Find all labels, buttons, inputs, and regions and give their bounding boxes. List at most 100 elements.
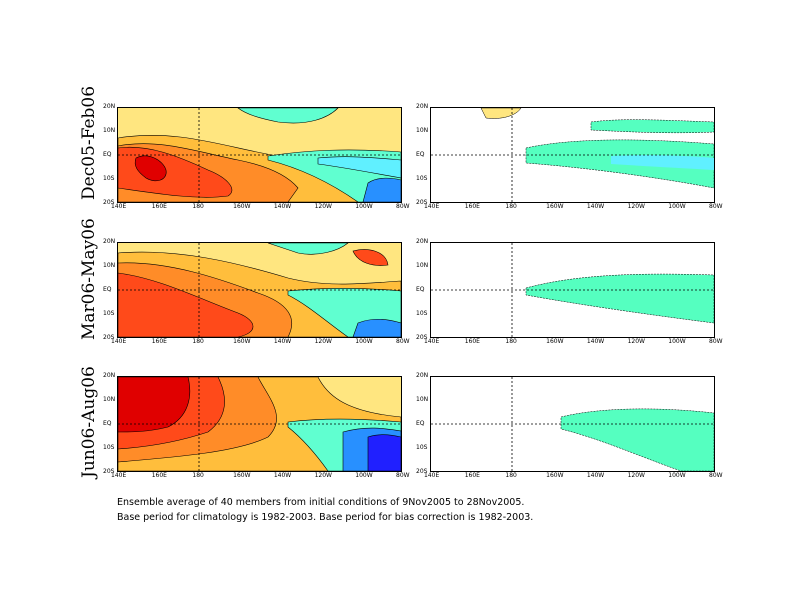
x-tick-label: 160E (464, 203, 480, 210)
significance-map-mar-may (430, 242, 715, 338)
y-tick-label: 20S (103, 468, 115, 475)
anomaly-map-mar-may-svg (118, 243, 401, 337)
y-tick-label: 10S (103, 310, 115, 317)
y-tick-label: EQ (103, 151, 112, 158)
x-tick-label: 80W (396, 338, 410, 345)
x-tick-label: 160E (151, 203, 167, 210)
x-tick-label: 80W (396, 203, 410, 210)
signif-region-1 (560, 408, 714, 471)
y-tick-label: EQ (416, 420, 425, 427)
x-tick-label: 100W (668, 472, 686, 479)
y-tick-label: 10N (416, 396, 429, 403)
caption-line-1: Ensemble average of 40 members from init… (117, 497, 525, 508)
x-tick-label: 120W (314, 472, 332, 479)
x-tick-label: 80W (709, 338, 723, 345)
x-tick-label: 140E (424, 203, 440, 210)
x-tick-label: 80W (396, 472, 410, 479)
x-tick-label: 160W (233, 338, 251, 345)
row-label-1: Dec05-Feb06 (79, 85, 99, 200)
x-tick-label: 160E (151, 472, 167, 479)
x-tick-label: 160W (546, 338, 564, 345)
y-tick-label: 20S (103, 199, 115, 206)
x-tick-label: 100W (668, 203, 686, 210)
y-tick-label: 20N (416, 372, 429, 379)
x-tick-label: 160W (233, 472, 251, 479)
caption-line-2: Base period for climatology is 1982-2003… (117, 512, 534, 523)
row-label-3: Jun06-Aug06 (79, 366, 99, 478)
y-tick-label: 10S (103, 175, 115, 182)
y-tick-label: 10S (416, 444, 428, 451)
x-tick-label: 140E (111, 338, 127, 345)
x-tick-label: 180 (505, 203, 517, 210)
x-tick-label: 80W (709, 472, 723, 479)
anomaly-region-teal-north (237, 108, 339, 124)
x-tick-label: 140W (586, 472, 605, 479)
y-tick-label: 20N (416, 238, 429, 245)
anomaly-region-deep-red (134, 155, 167, 182)
x-tick-label: 160E (464, 472, 480, 479)
y-tick-label: 20N (416, 103, 429, 110)
x-tick-label: 180 (192, 338, 204, 345)
signif-region-yellow (480, 108, 522, 119)
x-tick-label: 100W (668, 338, 686, 345)
x-tick-label: 120W (627, 472, 645, 479)
anomaly-region-cyan (317, 156, 401, 179)
y-tick-label: 20S (103, 334, 115, 341)
x-tick-label: 100W (355, 472, 373, 479)
anomaly-region-red-north (352, 249, 389, 266)
x-tick-label: 120W (627, 338, 645, 345)
x-tick-label: 140E (111, 472, 127, 479)
y-tick-label: 10S (416, 175, 428, 182)
anomaly-map-dec-feb-svg (118, 108, 401, 202)
y-tick-label: 10N (416, 262, 429, 269)
x-tick-label: 80W (709, 203, 723, 210)
anomaly-map-jun-aug-svg (118, 377, 401, 471)
row-label-2: Mar06-May06 (79, 218, 99, 340)
y-tick-label: 10N (103, 127, 116, 134)
x-tick-label: 160W (546, 472, 564, 479)
y-tick-label: 20S (416, 334, 428, 341)
x-tick-label: 120W (314, 203, 332, 210)
signif-region-north (590, 119, 714, 134)
y-tick-label: 10N (103, 262, 116, 269)
significance-map-dec-feb-svg (431, 108, 714, 202)
y-tick-label: EQ (416, 286, 425, 293)
x-tick-label: 120W (314, 338, 332, 345)
x-tick-label: 160E (151, 338, 167, 345)
signif-region-1 (525, 273, 714, 324)
x-tick-label: 180 (192, 203, 204, 210)
anomaly-region-deep-red (118, 377, 191, 433)
significance-map-dec-feb (430, 107, 715, 203)
y-tick-label: 20S (416, 199, 428, 206)
anomaly-region-blue (362, 177, 401, 202)
anomaly-map-dec-feb (117, 107, 402, 203)
y-tick-label: 20N (103, 372, 116, 379)
anomaly-map-jun-aug (117, 376, 402, 472)
signif-region-cyan (611, 155, 714, 170)
y-tick-label: 10S (103, 444, 115, 451)
significance-map-mar-may-svg (431, 243, 714, 337)
x-tick-label: 140W (273, 203, 292, 210)
x-tick-label: 140W (586, 338, 605, 345)
anomaly-region-dark-blue (367, 434, 401, 471)
x-tick-label: 140W (273, 338, 292, 345)
significance-map-jun-aug-svg (431, 377, 714, 471)
y-tick-label: EQ (103, 420, 112, 427)
x-tick-label: 100W (355, 203, 373, 210)
x-tick-label: 120W (627, 203, 645, 210)
anomaly-region-blue (352, 318, 401, 337)
x-tick-label: 140E (424, 338, 440, 345)
anomaly-region-teal-north (267, 243, 349, 255)
x-tick-label: 140E (424, 472, 440, 479)
y-tick-label: EQ (103, 286, 112, 293)
x-tick-label: 180 (192, 472, 204, 479)
x-tick-label: 160E (464, 338, 480, 345)
x-tick-label: 140E (111, 203, 127, 210)
y-tick-label: 20N (103, 238, 116, 245)
y-tick-label: 20N (103, 103, 116, 110)
y-tick-label: 10N (416, 127, 429, 134)
x-tick-label: 180 (505, 472, 517, 479)
x-tick-label: 160W (546, 203, 564, 210)
anomaly-region-red (118, 272, 254, 337)
x-tick-label: 160W (233, 203, 251, 210)
